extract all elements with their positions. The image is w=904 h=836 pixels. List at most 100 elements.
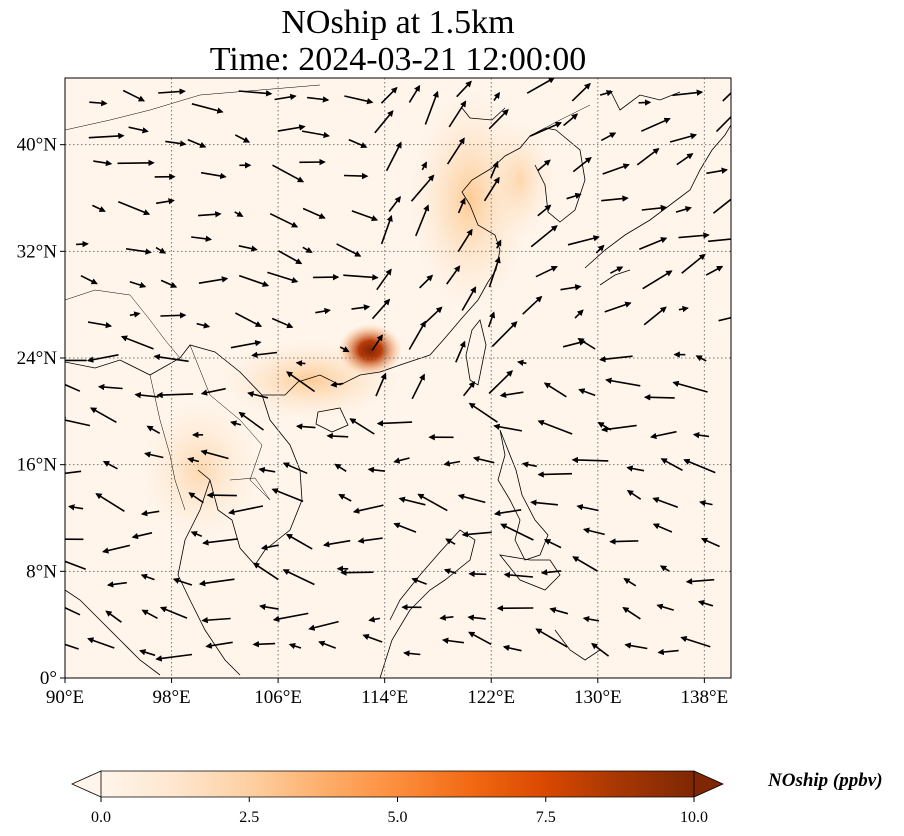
wind-arrow [591,642,610,657]
wind-arrow [88,132,125,140]
wind-arrow [308,620,339,631]
wind-arrow [448,100,467,128]
wind-arrow [403,650,421,657]
colorbar-ticks: 0.0 2.5 5.0 7.5 10.0 [91,797,708,826]
taiwan-coastline [465,319,487,386]
wind-arrow [582,615,600,623]
wind-arrow [271,317,294,329]
wind-arrow [697,600,714,607]
wind-arrow [234,134,251,143]
wind-arrow [457,197,466,214]
wind-arrow [537,204,552,217]
colorbar-tick-label: 0.0 [91,809,111,826]
wind-arrow [424,90,439,125]
wind-arrow [623,578,637,587]
longitude-axis: 90°E 98°E 106°E 114°E 122°E 130°E 138°E [46,678,728,708]
wind-arrow [160,312,187,319]
wind-arrow [301,130,330,139]
wind-arrow [247,391,269,399]
wind-arrow [374,110,394,134]
wind-arrow [572,157,592,173]
wind-arrow [288,643,302,650]
wind-arrow [574,309,584,319]
wind-arrow [488,370,514,395]
wind-arrow [461,286,477,311]
wind-arrow [198,276,229,284]
wind-arrow [206,491,237,499]
wind-arrow [118,200,151,216]
wind-arrow [675,206,692,213]
wind-arrow [336,243,362,257]
wind-arrow [295,360,306,367]
colorbar-tick-label: 2.5 [239,809,259,826]
wind-arrow [652,497,679,508]
wind-arrow [258,466,276,474]
wind-arrow [455,340,466,363]
wind-arrow [274,93,297,101]
wind-vectors [65,78,731,662]
wind-arrow [330,381,344,388]
wind-arrow [285,533,313,550]
lon-tick-label: 106°E [254,687,302,708]
wind-arrow [155,198,175,205]
wind-arrow [76,240,89,248]
wind-arrow [537,419,573,435]
wind-arrow [187,456,200,464]
wind-arrow [601,424,637,433]
kyushu-coastline [599,269,631,286]
wind-arrow [139,649,156,657]
wind-arrow [626,489,642,500]
wind-arrow [376,268,392,291]
wind-arrow [488,108,509,130]
wind-arrow [609,538,639,545]
wind-arrow [530,499,558,506]
philippines-coastline [497,429,549,561]
lat-tick-label: 0° [40,668,57,689]
lat-tick-label: 16°N [17,455,58,476]
wind-arrow [302,207,326,219]
wind-arrow [636,148,660,166]
wind-arrow [695,355,707,362]
wind-arrow [165,140,187,147]
wind-arrow [140,573,155,581]
wind-arrow [105,610,122,623]
map-panel: 0° 8°N 16°N 24°N 32°N 40°N 90°E 98°E 106°E 114°E… [17,77,732,708]
wind-arrow [351,210,379,222]
wind-arrow [122,89,146,102]
wind-arrow [660,458,683,472]
wind-arrow [643,394,675,401]
wind-arrow [457,228,473,252]
wind-arrow [571,82,591,102]
japan-coastline [584,124,731,269]
mongolia-border [65,84,321,131]
wind-arrow [191,103,224,114]
colorbar-extend-high [693,770,724,798]
wind-arrow [375,372,387,397]
wind-arrow [349,418,375,435]
wind-arrow [87,321,113,329]
wind-arrow [578,388,596,397]
wind-arrow [351,304,371,311]
wind-arrow [706,167,728,175]
wind-arrow [259,603,279,611]
colorbar-tick-label: 10.0 [680,809,708,826]
wind-arrow [191,235,213,242]
wind-arrow [421,161,428,171]
wind-arrow [491,321,518,348]
wind-arrow [156,391,194,399]
wind-arrow [493,91,501,101]
wind-arrow [272,164,305,183]
wind-arrow [461,531,492,538]
wind-arrow [155,246,167,254]
wind-arrow [205,641,233,649]
wind-arrow [495,239,502,249]
wind-arrow [683,458,716,474]
china-coastline [65,127,557,396]
wind-arrow [238,411,264,431]
wind-arrow [302,246,313,253]
wind-arrow [352,504,384,514]
wind-arrow [445,538,456,545]
wind-arrow [446,137,465,165]
wind-arrow [315,307,331,315]
